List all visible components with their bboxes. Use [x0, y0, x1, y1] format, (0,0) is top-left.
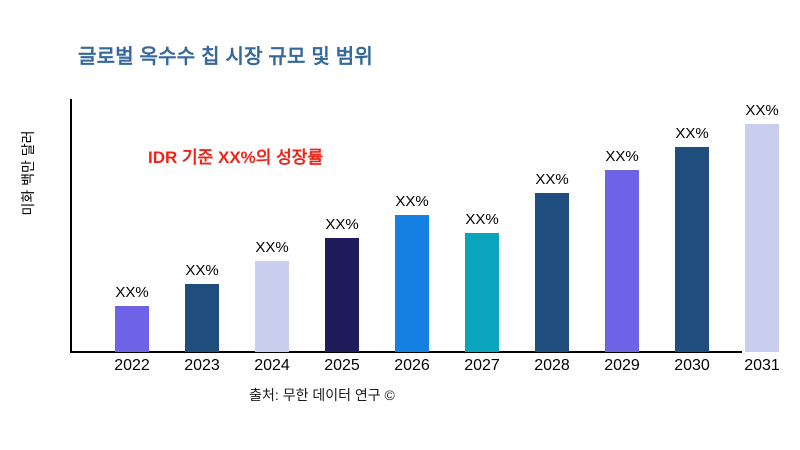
bar-value-label: XX%	[605, 147, 639, 165]
bar-column: XX%	[97, 99, 167, 352]
chart-title: 글로벌 옥수수 칩 시장 규모 및 범위	[78, 46, 373, 68]
bar-value-label: XX%	[185, 261, 219, 279]
bar	[185, 283, 219, 352]
bar-column: XX%	[727, 99, 797, 352]
bar-column: XX%	[307, 99, 377, 352]
bar	[255, 260, 289, 352]
bar-value-label: XX%	[115, 284, 149, 302]
x-tick-label: 2025	[324, 357, 360, 374]
y-axis-line	[70, 99, 72, 352]
bar-value-label: XX%	[465, 211, 499, 229]
source-text: 출처: 무한 데이터 연구 ©	[249, 387, 395, 403]
plot-area: XX% XX% XX% XX% XX% XX% XX% XX% XX% XX%	[97, 99, 797, 352]
bar-value-label: XX%	[395, 193, 429, 211]
bar	[325, 238, 359, 352]
x-axis-ticks: 2022 2023 2024 2025 2026 2027 2028 2029 2030 2031	[97, 357, 797, 375]
x-tick-label: 2024	[254, 357, 290, 374]
y-axis-label: 미화 백만 달러	[20, 130, 36, 216]
bar-column: XX%	[657, 99, 727, 352]
bar-column: XX%	[167, 99, 237, 352]
x-tick-label: 2030	[674, 357, 710, 374]
x-tick-label: 2026	[394, 357, 430, 374]
x-tick-label: 2022	[114, 357, 150, 374]
bar	[465, 233, 499, 352]
bar-column: XX%	[587, 99, 657, 352]
x-tick-label: 2031	[744, 357, 780, 374]
bar-value-label: XX%	[675, 125, 709, 143]
bar-value-label: XX%	[535, 170, 569, 188]
bar-value-label: XX%	[745, 102, 779, 120]
bar	[745, 124, 779, 352]
x-tick-label: 2027	[464, 357, 500, 374]
bar	[675, 147, 709, 352]
bar-value-label: XX%	[255, 238, 289, 256]
x-tick-label: 2029	[604, 357, 640, 374]
bar	[395, 215, 429, 352]
bar	[115, 306, 149, 352]
bar-column: XX%	[377, 99, 447, 352]
x-axis-line	[70, 351, 742, 353]
bar-value-label: XX%	[325, 216, 359, 234]
bar	[535, 192, 569, 352]
growth-annotation: IDR 기준 XX%의 성장률	[148, 148, 324, 167]
x-tick-label: 2028	[534, 357, 570, 374]
bar-column: XX%	[237, 99, 307, 352]
bar-column: XX%	[517, 99, 587, 352]
bar-column: XX%	[447, 99, 517, 352]
x-tick-label: 2023	[184, 357, 220, 374]
bar	[605, 169, 639, 352]
